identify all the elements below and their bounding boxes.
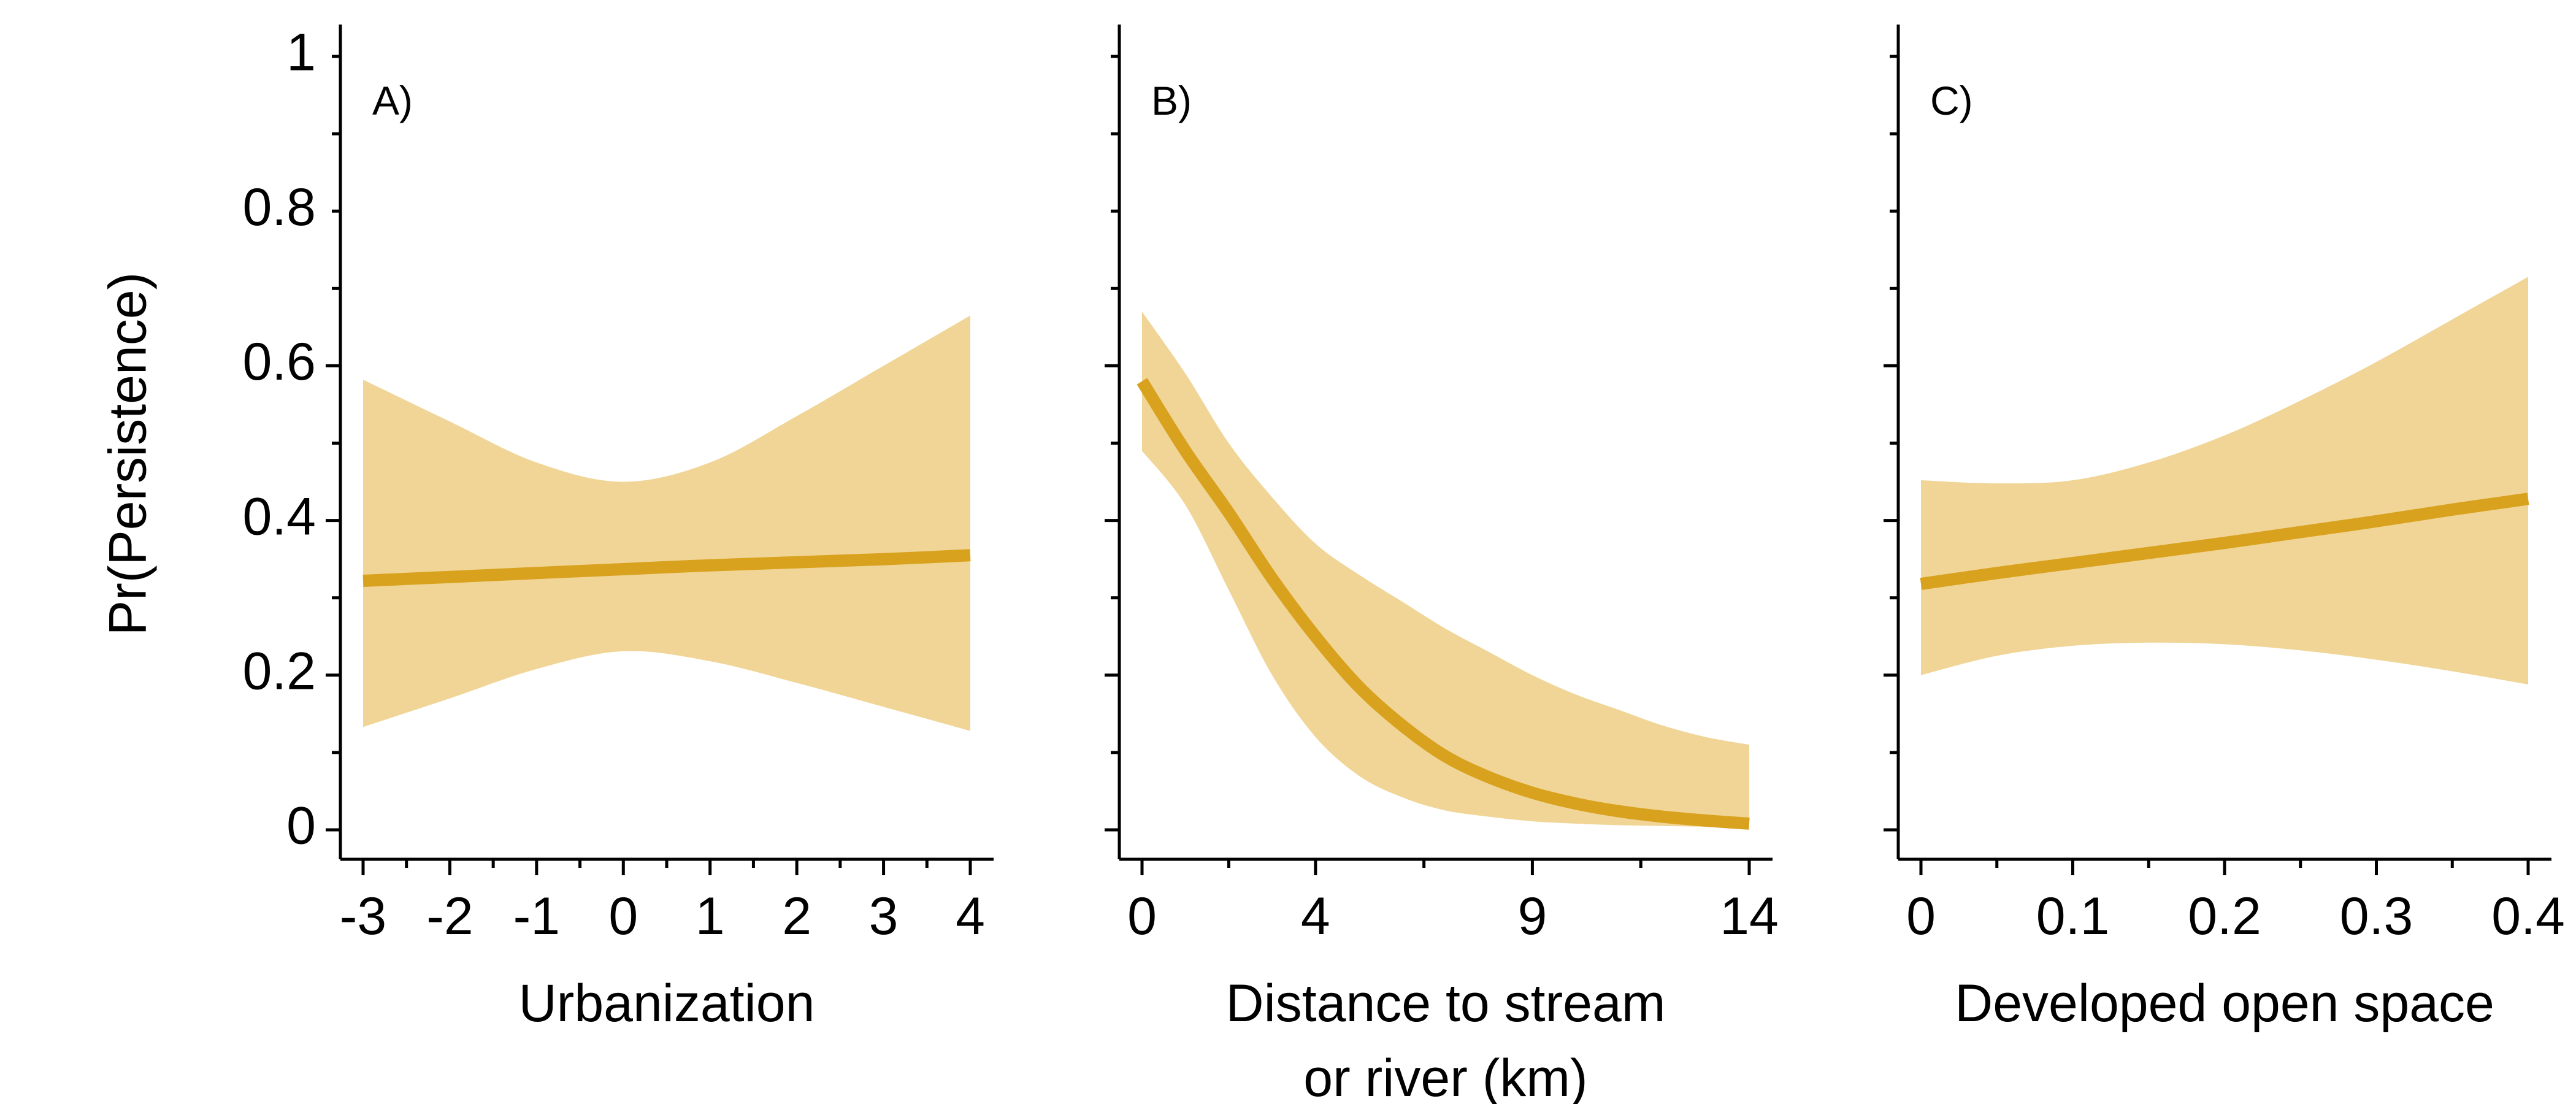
x-tick-label: 4 <box>1301 887 1330 946</box>
x-tick-label: 0 <box>1127 887 1157 946</box>
panel-2: 0 4 9 14 Distance to stream or river (km) B) <box>1105 25 1779 1104</box>
x-tick-label: 0.4 <box>2491 887 2565 946</box>
panel-3: 0 0.1 0.2 0.3 0.4 Developed open space C) <box>1884 25 2565 1033</box>
confidence-band <box>363 315 970 731</box>
plot-area: 00.20.40.60.81-3 -2 -1 0 1 2 3 4UrbanizationA)0… <box>242 23 2564 1104</box>
x-tick-label: -2 <box>426 887 473 946</box>
x-tick-label: 0 <box>1906 887 1936 946</box>
x-tick-label: 2 <box>782 887 811 946</box>
x-axis-label: Distance to stream <box>1226 974 1666 1033</box>
x-tick-label: 0.2 <box>2188 887 2261 946</box>
x-tick-label: -3 <box>340 887 386 946</box>
x-axis-label: Developed open space <box>1955 974 2494 1033</box>
y-tick-label: 0.6 <box>242 332 316 391</box>
fitted-line <box>362 549 971 587</box>
y-axis-label: Pr(Persistence) <box>99 272 158 636</box>
y-tick-label: 0 <box>286 797 316 856</box>
y-tick-label: 1 <box>286 23 316 82</box>
fitted-line <box>1920 493 2529 590</box>
y-tick-label: 0.4 <box>242 487 316 546</box>
x-tick-label: 4 <box>956 887 985 946</box>
panel-label: C) <box>1930 78 1973 123</box>
panel-label: B) <box>1151 78 1192 123</box>
x-axis-label: Urbanization <box>519 974 815 1033</box>
x-tick-label: 0 <box>608 887 638 946</box>
x-tick-label: -1 <box>513 887 560 946</box>
panel-label: A) <box>372 78 413 123</box>
confidence-band <box>1921 277 2528 684</box>
x-tick-label: 0.3 <box>2340 887 2413 946</box>
x-tick-label: 3 <box>869 887 899 946</box>
x-tick-label: 14 <box>1720 887 1779 946</box>
confidence-band <box>1142 312 1749 828</box>
x-tick-label: 0.1 <box>2036 887 2110 946</box>
y-tick-label: 0.2 <box>242 642 316 701</box>
fitted-line <box>1137 378 1750 830</box>
y-tick-label: 0.8 <box>242 178 316 237</box>
x-tick-label: 9 <box>1518 887 1547 946</box>
x-axis-label: or river (km) <box>1303 1049 1587 1104</box>
x-tick-label: 1 <box>696 887 725 946</box>
